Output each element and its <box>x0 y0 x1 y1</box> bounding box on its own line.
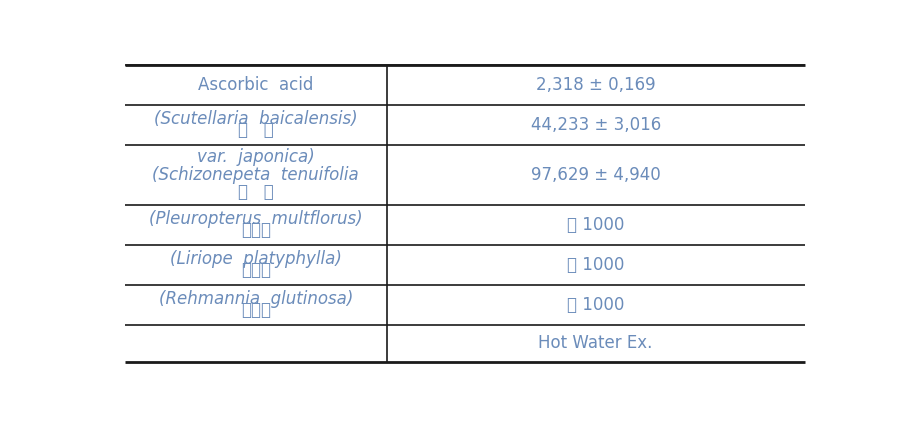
Text: 〉 1000: 〉 1000 <box>567 216 624 234</box>
Text: 형   개: 형 개 <box>238 183 274 201</box>
Text: 2,318 ± 0,169: 2,318 ± 0,169 <box>536 76 656 94</box>
Text: (Schizonepeta  tenuifolia: (Schizonepeta tenuifolia <box>152 165 359 184</box>
Text: (Scutellaria  baicalensis): (Scutellaria baicalensis) <box>154 110 357 128</box>
Text: 하수오: 하수오 <box>241 221 271 239</box>
Text: 맥문동: 맥문동 <box>241 261 271 279</box>
Text: 〉 1000: 〉 1000 <box>567 256 624 274</box>
Text: (Rehmannia  glutinosa): (Rehmannia glutinosa) <box>159 290 353 308</box>
Text: Ascorbic  acid: Ascorbic acid <box>198 76 314 94</box>
Text: 97,629 ± 4,940: 97,629 ± 4,940 <box>531 165 660 184</box>
Text: 〉 1000: 〉 1000 <box>567 296 624 314</box>
Text: 숙지황: 숙지황 <box>241 301 271 319</box>
Text: 44,233 ± 3,016: 44,233 ± 3,016 <box>531 116 661 133</box>
Text: (Pleuropterus  multflorus): (Pleuropterus multflorus) <box>149 211 363 228</box>
Text: 황   금: 황 금 <box>238 121 274 139</box>
Text: Hot Water Ex.: Hot Water Ex. <box>539 334 653 352</box>
Text: (Liriope  platyphylla): (Liriope platyphylla) <box>170 250 342 268</box>
Text: var.  japonica): var. japonica) <box>197 148 315 166</box>
